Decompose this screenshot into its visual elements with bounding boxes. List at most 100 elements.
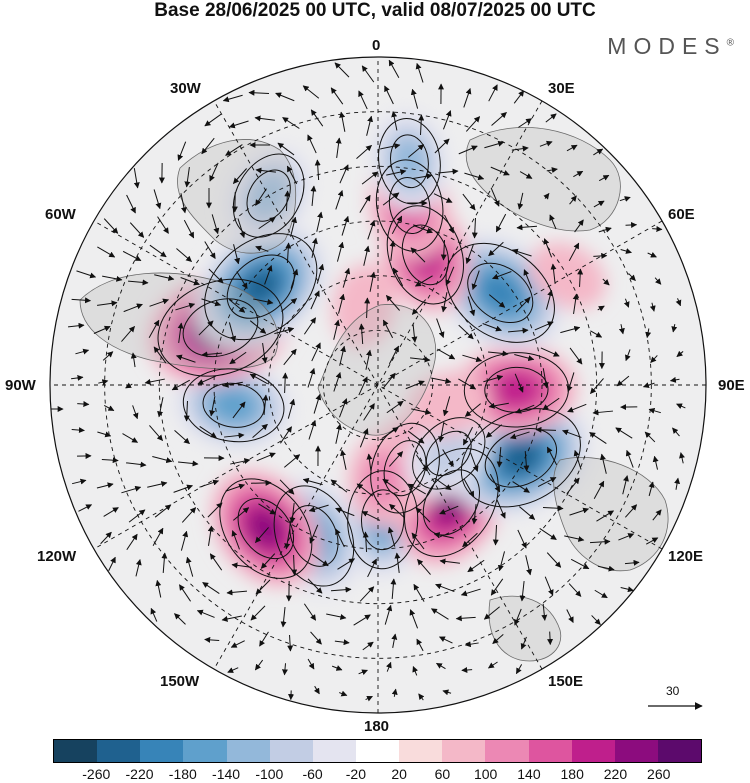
wind-arrow [311,342,321,362]
wind-arrow [335,189,344,210]
contour-line [383,440,427,497]
wind-arrow [125,382,133,389]
wind-arrow [438,636,453,644]
wind-arrow [645,328,652,339]
wind-arrow [431,377,452,384]
wind-arrow [513,90,525,104]
wind-arrow [572,293,579,314]
wind-arrow [226,589,248,596]
wind-arrow [307,658,315,670]
wind-arrow [341,215,350,236]
wind-arrow [121,326,135,342]
wind-arrow [93,325,111,334]
wind-arrow [437,348,456,360]
wind-arrow [542,368,549,389]
wind-arrow [560,325,581,334]
wind-arrow [513,608,522,626]
wind-arrow [487,661,498,669]
wind-arrow [382,192,400,206]
wind-arrow [180,193,187,214]
wind-arrow [175,354,196,363]
wind-arrow [250,605,266,621]
lon-label-120e: 120E [668,548,704,565]
wind-arrow [676,350,684,357]
wind-arrow [624,504,638,518]
wind-arrow [519,581,526,602]
contour-line [445,242,555,343]
wind-arrow [458,145,478,155]
wind-arrow [648,481,655,497]
wind-arrow [255,167,276,174]
wind-arrow [339,111,346,132]
wind-arrow [495,213,507,233]
colorbar-segment [528,740,572,762]
wind-arrow [337,558,356,570]
contour-line [412,417,486,490]
wind-arrow [338,398,348,418]
colorbar-tick-label: 100 [473,766,498,782]
wind-arrow [410,88,419,109]
wind-arrow [100,531,112,545]
wind-arrow [202,582,220,594]
wind-arrow [470,452,479,472]
wind-arrow [316,263,325,284]
wind-arrow [177,322,184,343]
wind-arrow [537,477,557,487]
wind-arrow [439,558,460,565]
wind-arrow [392,267,404,287]
wind-arrow [625,349,631,362]
wind-arrow [441,292,448,313]
wind-arrow [180,530,189,551]
wind-arrow [71,374,84,381]
wind-arrow [652,225,663,232]
wind-arrow [283,454,301,468]
wind-arrow [492,524,499,546]
anomaly-level [406,371,491,437]
wind-arrow [488,294,506,308]
wind-arrow [418,114,425,136]
wind-arrow [387,526,396,547]
wind-arrow [250,479,272,486]
wind-arrow [255,245,269,252]
wind-arrow [650,355,658,364]
colorbar-segment [54,740,98,762]
wind-arrow [254,659,264,671]
wind-arrow [628,273,636,281]
wind-arrow [620,586,634,593]
wind-arrow [339,164,349,184]
wind-arrow [232,401,246,419]
wind-arrow [275,92,295,102]
wind-arrow [415,454,429,472]
wind-arrow [177,141,187,161]
wind-arrow [389,503,405,519]
map-disc [50,57,706,713]
colorbar-segment [355,740,400,762]
wind-arrow [482,323,502,332]
wind-arrow [543,238,553,258]
wind-arrow [335,528,345,548]
wind-arrow [103,218,119,234]
wind-arrow [264,265,273,285]
wind-arrow [497,551,506,572]
wind-arrow [364,297,371,319]
wind-arrow [174,429,190,445]
wind-arrow [75,348,90,355]
wind-arrow [566,144,578,152]
colorbar-tick-label: 60 [434,766,451,782]
wind-arrow [330,479,348,493]
wind-arrow [201,351,223,358]
wind-arrow [154,504,172,518]
wind-arrow [122,433,139,443]
wind-arrow [463,426,473,446]
wind-arrow [416,638,424,652]
wind-arrow [381,427,399,439]
colorbar-segment [485,740,529,762]
wind-arrow [566,372,575,393]
colorbar-tick-label: -100 [255,766,284,782]
wind-arrow [413,583,425,602]
wind-arrow [330,586,352,593]
wind-arrow [542,397,560,411]
wind-arrow [249,320,267,334]
wind-arrow [228,120,249,129]
wind-arrow [442,396,451,417]
